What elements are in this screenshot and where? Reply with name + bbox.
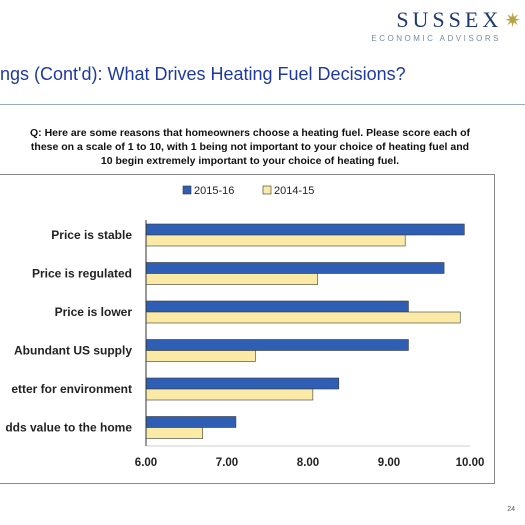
- title-divider: [0, 104, 525, 105]
- slide-title: ngs (Cont'd): What Drives Heating Fuel D…: [0, 64, 406, 84]
- bar-chart: 2015-16 2014-15 Price is stable Price is re…: [5, 185, 485, 469]
- category-label: Price is regulated: [32, 267, 132, 281]
- bar-2014-15-2: [145, 311, 461, 324]
- survey-question: Q: Here are some reasons that homeowners…: [0, 126, 500, 168]
- x-tick-label: 7.00: [216, 457, 238, 469]
- question-line-1: Q: Here are some reasons that homeowners…: [30, 127, 470, 139]
- bar-2015-16-4: [145, 377, 340, 390]
- category-label: Abundant US supply: [14, 344, 132, 358]
- x-tick-label: 9.00: [378, 457, 400, 469]
- question-line-2: these on a scale of 1 to 10, with 1 bein…: [30, 141, 470, 153]
- category-label: Price is stable: [51, 228, 132, 242]
- logo-tagline: ECONOMIC ADVISORS: [371, 34, 501, 43]
- x-tick-label: 6.00: [135, 457, 157, 469]
- bar-2014-15-0: [145, 234, 406, 247]
- category-label: dds value to the home: [5, 421, 132, 435]
- bar-2015-16-2: [145, 300, 409, 313]
- question-line-3: 10 begin extremely important to your cho…: [100, 155, 400, 167]
- legend-swatch-2014-15: [262, 185, 272, 195]
- bar-2015-16-1: [145, 262, 445, 274]
- bar-2015-16-5: [145, 416, 237, 428]
- bar-2014-15-4: [145, 388, 314, 401]
- category-label: etter for environment: [11, 382, 132, 396]
- bar-2015-16-3: [145, 339, 409, 351]
- category-label: Price is lower: [55, 305, 133, 319]
- page-number: 24: [507, 506, 515, 513]
- bar-2014-15-1: [145, 273, 319, 285]
- logo-name: SUSSEX: [396, 7, 503, 32]
- compass-star-icon: ✷: [504, 10, 521, 32]
- legend-swatch-2015-16: [182, 185, 192, 195]
- bar-2014-15-5: [145, 427, 204, 439]
- legend-label-2014-15: 2014-15: [274, 185, 314, 197]
- legend-label-2015-16: 2015-16: [194, 185, 234, 197]
- bar-2014-15-3: [145, 350, 256, 362]
- company-logo: SUSSEX ✷ ECONOMIC ADVISORS: [371, 7, 521, 44]
- x-tick-label: 10.00: [456, 457, 485, 469]
- bar-2015-16-0: [145, 223, 465, 236]
- x-tick-label: 8.00: [297, 457, 319, 469]
